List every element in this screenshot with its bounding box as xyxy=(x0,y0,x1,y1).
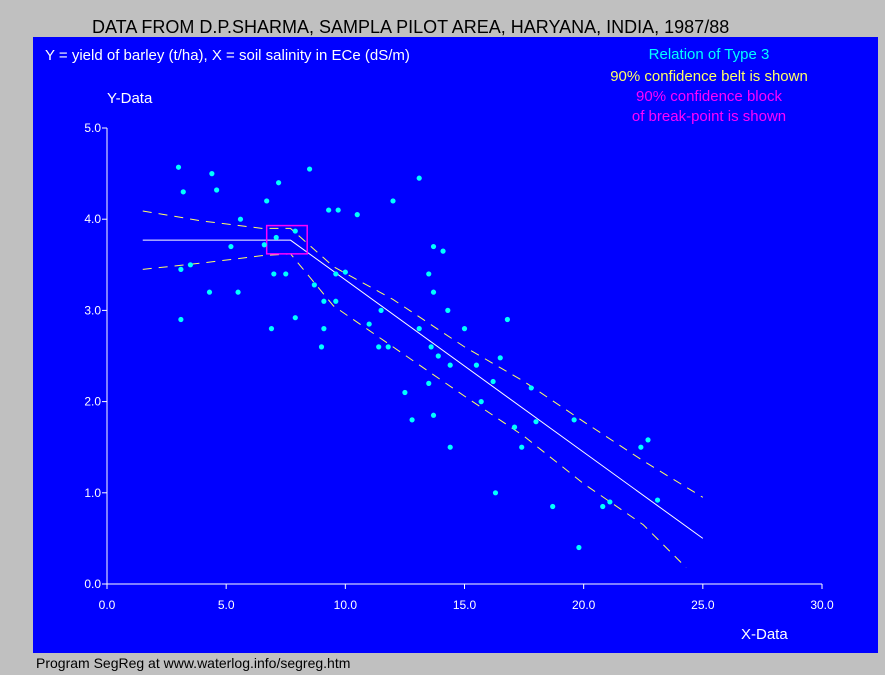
data-point xyxy=(261,242,267,248)
data-point xyxy=(206,289,213,295)
data-point xyxy=(237,216,244,222)
y-tick-label: 0.0 xyxy=(84,577,101,591)
data-point xyxy=(511,424,518,430)
data-point xyxy=(426,380,432,386)
data-point xyxy=(533,419,539,425)
data-point xyxy=(178,316,184,323)
confidence-block-label-line1: 90% confidence block xyxy=(636,88,782,105)
data-point xyxy=(376,344,382,350)
data-point xyxy=(654,497,661,503)
data-point xyxy=(492,490,499,496)
data-point xyxy=(447,362,453,368)
data-point xyxy=(478,399,484,405)
data-point xyxy=(426,271,432,277)
data-point xyxy=(292,315,298,321)
data-point xyxy=(187,262,194,268)
y-tick-label: 5.0 xyxy=(84,121,101,135)
data-point xyxy=(550,503,556,510)
data-point xyxy=(645,437,651,443)
plot-panel: Y = yield of barley (t/ha), X = soil sal… xyxy=(33,37,878,653)
data-point xyxy=(607,499,613,505)
lower-confidence-line xyxy=(142,253,687,568)
data-point xyxy=(473,362,480,368)
data-point xyxy=(268,326,275,332)
data-point xyxy=(447,444,453,450)
data-point xyxy=(366,321,372,327)
scatter-chart: Y = yield of barley (t/ha), X = soil sal… xyxy=(45,46,834,643)
data-point xyxy=(318,344,325,350)
data-point xyxy=(342,269,348,275)
data-point xyxy=(490,378,496,385)
data-point xyxy=(416,175,422,181)
chart-title: DATA FROM D.P.SHARMA, SAMPLA PILOT AREA,… xyxy=(92,17,730,37)
data-point xyxy=(306,166,313,172)
data-point xyxy=(264,198,270,204)
data-point xyxy=(333,271,339,277)
x-axis-label: X-Data xyxy=(741,626,788,643)
data-point xyxy=(180,189,186,195)
data-point xyxy=(519,444,525,450)
x-tick-label: 15.0 xyxy=(453,598,477,612)
footer-credit: Program SegReg at www.waterlog.info/segr… xyxy=(36,655,351,671)
data-point xyxy=(445,307,451,313)
data-point xyxy=(283,271,289,277)
data-point xyxy=(321,298,327,304)
breakpoint-confidence-block xyxy=(265,224,308,255)
data-point xyxy=(209,171,215,177)
x-tick-label: 5.0 xyxy=(218,598,235,612)
data-point xyxy=(335,207,341,213)
data-point xyxy=(416,326,422,332)
data-point xyxy=(430,243,437,250)
data-point xyxy=(228,243,234,250)
y-tick-label: 1.0 xyxy=(84,486,101,500)
x-tick-label: 20.0 xyxy=(572,598,596,612)
data-point xyxy=(430,412,437,418)
data-point xyxy=(430,289,437,295)
data-point xyxy=(235,289,241,295)
data-point xyxy=(271,271,277,277)
data-point xyxy=(175,164,182,170)
upper-confidence-line xyxy=(142,210,704,498)
relation-type-label: Relation of Type 3 xyxy=(649,46,770,63)
data-point xyxy=(292,228,298,234)
confidence-belt-label: 90% confidence belt is shown xyxy=(610,68,808,85)
y-tick-label: 3.0 xyxy=(84,303,101,317)
chart-subtitle: Y = yield of barley (t/ha), X = soil sal… xyxy=(45,47,410,64)
data-point xyxy=(178,266,184,272)
y-tick-label: 4.0 xyxy=(84,212,101,226)
data-point xyxy=(321,326,327,332)
y-tick-label: 2.0 xyxy=(84,395,101,409)
data-point xyxy=(435,353,441,359)
data-point xyxy=(571,417,577,423)
data-point xyxy=(638,444,644,450)
regression-line xyxy=(142,239,704,539)
data-point xyxy=(214,187,220,193)
data-point xyxy=(354,212,360,218)
data-point xyxy=(276,180,282,186)
data-point xyxy=(409,417,415,423)
data-point xyxy=(273,234,279,241)
data-point xyxy=(402,389,408,396)
data-point xyxy=(576,544,582,551)
data-point xyxy=(333,298,339,304)
y-axis-label: Y-Data xyxy=(107,90,153,107)
data-point xyxy=(385,344,391,350)
data-point xyxy=(390,198,396,204)
x-tick-label: 25.0 xyxy=(691,598,715,612)
data-point xyxy=(311,282,317,288)
data-point xyxy=(504,316,510,323)
x-tick-label: 0.0 xyxy=(99,598,116,612)
x-tick-label: 30.0 xyxy=(810,598,834,612)
data-point xyxy=(440,248,446,254)
data-point xyxy=(326,207,332,213)
data-point xyxy=(428,344,434,350)
data-point xyxy=(497,355,503,361)
data-point xyxy=(461,326,468,332)
data-point xyxy=(600,503,606,510)
data-point xyxy=(378,307,384,313)
x-tick-label: 10.0 xyxy=(334,598,358,612)
data-point xyxy=(528,385,534,391)
confidence-block-label-line2: of break-point is shown xyxy=(632,108,786,125)
